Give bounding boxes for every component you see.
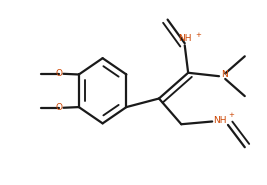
Text: +: +	[229, 112, 234, 118]
Text: NH: NH	[214, 116, 227, 125]
Text: N: N	[221, 70, 228, 79]
Text: +: +	[195, 32, 201, 38]
Text: O: O	[55, 69, 62, 78]
Text: NH: NH	[178, 33, 191, 43]
Text: O: O	[55, 103, 62, 112]
